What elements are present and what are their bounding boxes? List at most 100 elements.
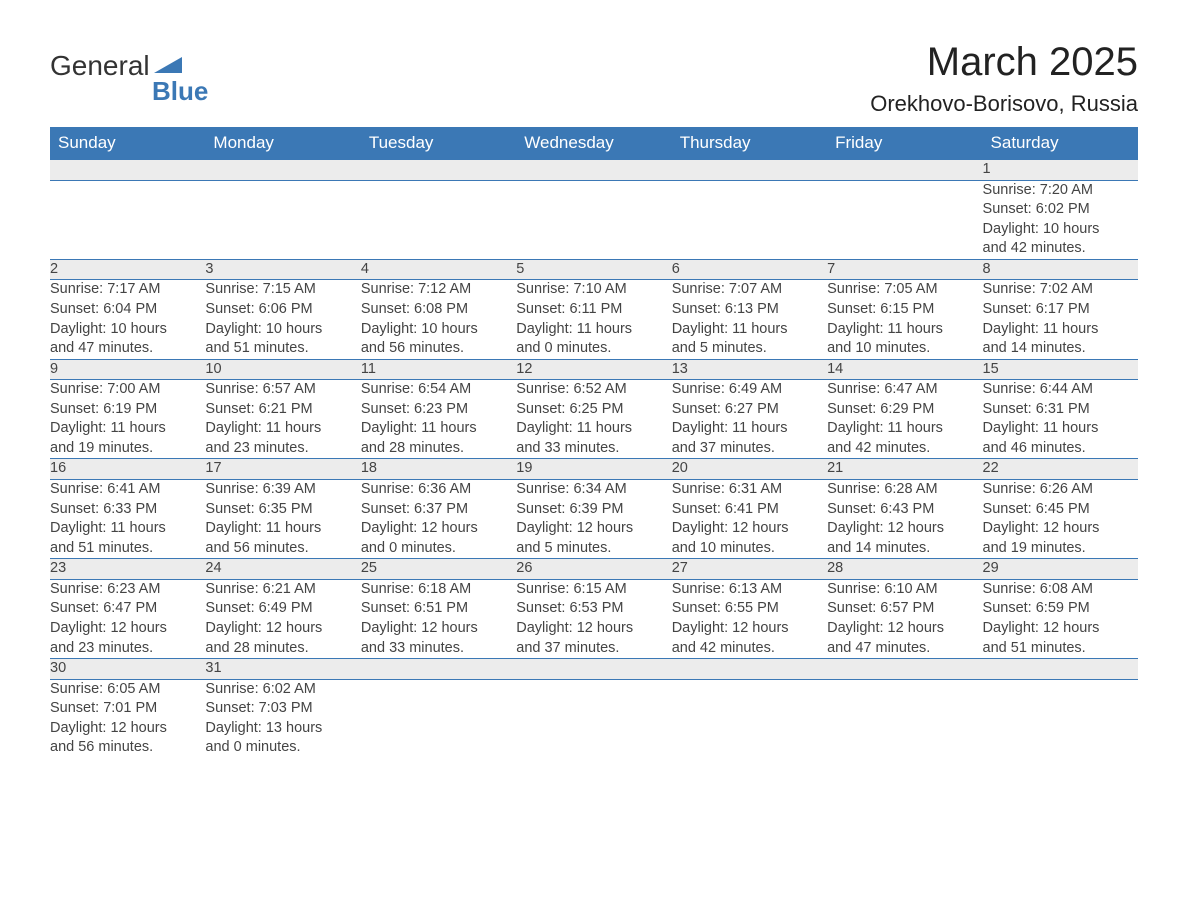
day-detail bbox=[516, 679, 671, 758]
week-2-daynum-row: 9101112131415 bbox=[50, 359, 1138, 380]
week-4-detail-row: Sunrise: 6:23 AMSunset: 6:47 PMDaylight:… bbox=[50, 579, 1138, 658]
day-number bbox=[827, 659, 982, 680]
week-4-daynum-row: 23242526272829 bbox=[50, 559, 1138, 580]
day-number bbox=[827, 160, 982, 181]
day-detail: Sunrise: 7:15 AMSunset: 6:06 PMDaylight:… bbox=[205, 280, 360, 359]
sunset-text: Sunset: 6:35 PM bbox=[205, 500, 360, 520]
day-number: 16 bbox=[50, 459, 205, 480]
daylight-text: Daylight: 11 hours bbox=[361, 419, 516, 439]
daylight-text: and 51 minutes. bbox=[205, 339, 360, 359]
day-number bbox=[361, 160, 516, 181]
sunrise-text: Sunrise: 6:28 AM bbox=[827, 480, 982, 500]
weekday-saturday: Saturday bbox=[983, 127, 1138, 160]
sunset-text: Sunset: 6:37 PM bbox=[361, 500, 516, 520]
sunset-text: Sunset: 6:39 PM bbox=[516, 500, 671, 520]
sunset-text: Sunset: 6:15 PM bbox=[827, 300, 982, 320]
day-number: 20 bbox=[672, 459, 827, 480]
daylight-text: and 33 minutes. bbox=[361, 639, 516, 659]
daylight-text: and 10 minutes. bbox=[672, 539, 827, 559]
daylight-text: and 5 minutes. bbox=[516, 539, 671, 559]
day-detail: Sunrise: 7:00 AMSunset: 6:19 PMDaylight:… bbox=[50, 380, 205, 459]
daylight-text: and 56 minutes. bbox=[50, 738, 205, 758]
day-number bbox=[516, 160, 671, 181]
day-detail: Sunrise: 6:10 AMSunset: 6:57 PMDaylight:… bbox=[827, 579, 982, 658]
day-detail: Sunrise: 6:31 AMSunset: 6:41 PMDaylight:… bbox=[672, 480, 827, 559]
logo: General Blue bbox=[50, 50, 208, 107]
sunrise-text: Sunrise: 6:34 AM bbox=[516, 480, 671, 500]
day-detail: Sunrise: 7:20 AMSunset: 6:02 PMDaylight:… bbox=[983, 180, 1138, 259]
daylight-text: and 42 minutes. bbox=[672, 639, 827, 659]
daylight-text: Daylight: 12 hours bbox=[672, 619, 827, 639]
daylight-text: Daylight: 12 hours bbox=[672, 519, 827, 539]
daylight-text: and 0 minutes. bbox=[516, 339, 671, 359]
daylight-text: and 56 minutes. bbox=[205, 539, 360, 559]
sunrise-text: Sunrise: 6:08 AM bbox=[983, 580, 1138, 600]
sunrise-text: Sunrise: 6:44 AM bbox=[983, 380, 1138, 400]
daylight-text: Daylight: 10 hours bbox=[50, 320, 205, 340]
sunset-text: Sunset: 6:43 PM bbox=[827, 500, 982, 520]
daylight-text: and 5 minutes. bbox=[672, 339, 827, 359]
day-detail: Sunrise: 7:10 AMSunset: 6:11 PMDaylight:… bbox=[516, 280, 671, 359]
daylight-text: Daylight: 11 hours bbox=[516, 419, 671, 439]
daylight-text: Daylight: 12 hours bbox=[205, 619, 360, 639]
week-3-daynum-row: 16171819202122 bbox=[50, 459, 1138, 480]
sunrise-text: Sunrise: 6:41 AM bbox=[50, 480, 205, 500]
daylight-text: Daylight: 13 hours bbox=[205, 719, 360, 739]
sunset-text: Sunset: 6:45 PM bbox=[983, 500, 1138, 520]
day-detail: Sunrise: 6:26 AMSunset: 6:45 PMDaylight:… bbox=[983, 480, 1138, 559]
sunset-text: Sunset: 6:41 PM bbox=[672, 500, 827, 520]
day-detail: Sunrise: 7:05 AMSunset: 6:15 PMDaylight:… bbox=[827, 280, 982, 359]
daylight-text: and 33 minutes. bbox=[516, 439, 671, 459]
sunset-text: Sunset: 6:04 PM bbox=[50, 300, 205, 320]
week-1-detail-row: Sunrise: 7:17 AMSunset: 6:04 PMDaylight:… bbox=[50, 280, 1138, 359]
day-number: 30 bbox=[50, 659, 205, 680]
day-number: 13 bbox=[672, 359, 827, 380]
day-number: 1 bbox=[983, 160, 1138, 181]
sunset-text: Sunset: 6:06 PM bbox=[205, 300, 360, 320]
title-block: March 2025 Orekhovo-Borisovo, Russia bbox=[870, 40, 1138, 117]
day-number: 8 bbox=[983, 259, 1138, 280]
sunset-text: Sunset: 6:53 PM bbox=[516, 599, 671, 619]
day-number: 27 bbox=[672, 559, 827, 580]
weekday-tuesday: Tuesday bbox=[361, 127, 516, 160]
day-number: 25 bbox=[361, 559, 516, 580]
sunrise-text: Sunrise: 7:20 AM bbox=[983, 181, 1138, 201]
daylight-text: and 19 minutes. bbox=[983, 539, 1138, 559]
weekday-monday: Monday bbox=[205, 127, 360, 160]
sunset-text: Sunset: 7:03 PM bbox=[205, 699, 360, 719]
day-detail bbox=[516, 180, 671, 259]
day-number: 23 bbox=[50, 559, 205, 580]
daylight-text: Daylight: 11 hours bbox=[516, 320, 671, 340]
sunset-text: Sunset: 7:01 PM bbox=[50, 699, 205, 719]
sunset-text: Sunset: 6:47 PM bbox=[50, 599, 205, 619]
day-detail bbox=[827, 679, 982, 758]
day-detail bbox=[361, 180, 516, 259]
sunrise-text: Sunrise: 6:39 AM bbox=[205, 480, 360, 500]
day-detail bbox=[672, 180, 827, 259]
day-detail: Sunrise: 6:36 AMSunset: 6:37 PMDaylight:… bbox=[361, 480, 516, 559]
day-detail bbox=[205, 180, 360, 259]
daylight-text: Daylight: 12 hours bbox=[50, 619, 205, 639]
sunset-text: Sunset: 6:17 PM bbox=[983, 300, 1138, 320]
day-detail bbox=[672, 679, 827, 758]
week-5-daynum-row: 3031 bbox=[50, 659, 1138, 680]
sunset-text: Sunset: 6:59 PM bbox=[983, 599, 1138, 619]
sunset-text: Sunset: 6:55 PM bbox=[672, 599, 827, 619]
daylight-text: Daylight: 11 hours bbox=[50, 419, 205, 439]
sunset-text: Sunset: 6:29 PM bbox=[827, 400, 982, 420]
sunset-text: Sunset: 6:49 PM bbox=[205, 599, 360, 619]
daylight-text: and 46 minutes. bbox=[983, 439, 1138, 459]
sunset-text: Sunset: 6:02 PM bbox=[983, 200, 1138, 220]
sunset-text: Sunset: 6:19 PM bbox=[50, 400, 205, 420]
day-detail: Sunrise: 7:02 AMSunset: 6:17 PMDaylight:… bbox=[983, 280, 1138, 359]
day-number: 19 bbox=[516, 459, 671, 480]
sunset-text: Sunset: 6:21 PM bbox=[205, 400, 360, 420]
daylight-text: and 23 minutes. bbox=[50, 639, 205, 659]
daylight-text: and 51 minutes. bbox=[983, 639, 1138, 659]
daylight-text: and 37 minutes. bbox=[516, 639, 671, 659]
sunrise-text: Sunrise: 7:02 AM bbox=[983, 280, 1138, 300]
day-detail bbox=[983, 679, 1138, 758]
logo-word2: Blue bbox=[152, 76, 208, 107]
sunrise-text: Sunrise: 6:26 AM bbox=[983, 480, 1138, 500]
day-detail: Sunrise: 6:41 AMSunset: 6:33 PMDaylight:… bbox=[50, 480, 205, 559]
